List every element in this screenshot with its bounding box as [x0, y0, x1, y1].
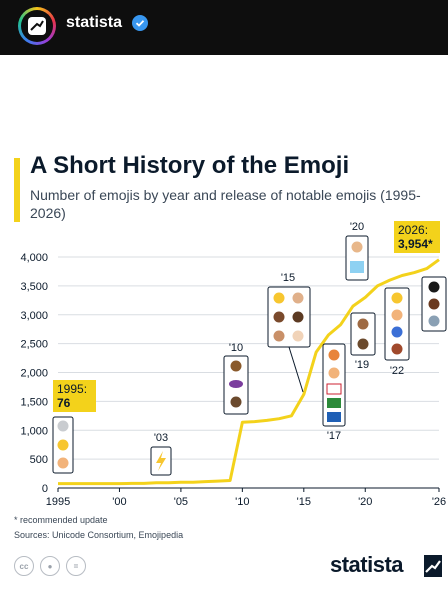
- release-label: '17: [327, 430, 341, 442]
- chart-subtitle: Number of emojis by year and release of …: [30, 187, 421, 221]
- high-voltage-emoji-icon: [156, 451, 166, 471]
- chart-title: A Short History of the Emoji: [30, 152, 350, 179]
- bigfoot-emoji-icon: [428, 298, 440, 310]
- release-label: '19: [355, 359, 369, 371]
- emoji-line-chart: 0 500 1,000 1,500 2,000 2,500 3,000 3,500 4,000 1…: [20, 221, 447, 508]
- emoji-group-2026: [421, 276, 447, 332]
- callout-pointer: [288, 346, 304, 393]
- y-tick-label: 2,000: [20, 368, 48, 380]
- start-callout-value: 76: [57, 396, 71, 410]
- source-note: Sources: Unicode Consortium, Emojipedia: [14, 530, 184, 540]
- release-label: '22: [390, 365, 404, 377]
- thumbs-up-emoji-icon: [273, 311, 285, 323]
- account-name[interactable]: statista: [66, 14, 123, 31]
- y-tick-label: 500: [30, 454, 48, 466]
- emoji-count-line: [58, 258, 440, 486]
- emoji-group-2019: [350, 312, 376, 356]
- start-callout-year: 1995:: [57, 382, 87, 396]
- pile-of-poo-emoji-icon: [230, 360, 242, 372]
- brand-logo[interactable]: statista: [330, 552, 404, 577]
- smiley-emoji-icon: [57, 439, 69, 451]
- start-callout: 1995:76: [53, 380, 96, 412]
- landslide-emoji-icon: [428, 315, 440, 327]
- app-header: statista: [0, 0, 448, 55]
- statista-brand-mark-icon: [424, 555, 442, 577]
- statista-logo-icon: [28, 17, 46, 35]
- x-tick-label: '15: [297, 496, 311, 508]
- end-callout-year: 2026:: [398, 223, 428, 237]
- equals-icon[interactable]: =: [66, 556, 86, 576]
- emoji-group-1995: [52, 416, 74, 474]
- thumbs-up-emoji-icon: [273, 292, 285, 304]
- thumbs-up-emoji-icon: [273, 330, 285, 342]
- england-flag-emoji-icon: [326, 383, 342, 395]
- orca-emoji-icon: [428, 281, 440, 293]
- couple-emoji-icon: [230, 396, 242, 408]
- y-tick-label: 1,000: [20, 425, 48, 437]
- start-callout-box: [53, 380, 96, 412]
- thumbs-up-emoji-icon: [292, 311, 304, 323]
- end-callout: 2026:3,954*: [394, 221, 440, 253]
- release-label: '15: [281, 272, 295, 284]
- y-tick-label: 3,500: [20, 281, 48, 293]
- transgender-flag-emoji-icon: [350, 261, 364, 273]
- scotland-flag-emoji-icon: [327, 412, 341, 422]
- interracial-couple-emoji-icon: [357, 318, 369, 330]
- emoji-callout-box: [384, 287, 410, 361]
- by-icon[interactable]: ●: [40, 556, 60, 576]
- footnote: * recommended update: [14, 515, 108, 525]
- person-emoji-icon: [351, 241, 363, 253]
- x-tick-label: '00: [112, 496, 126, 508]
- peace-hand-emoji-icon: [57, 457, 69, 469]
- emoji-group-2022: [384, 287, 410, 361]
- title-accent-bar: [14, 158, 20, 222]
- y-tick-label: 4,000: [20, 252, 48, 264]
- x-tick-label: '20: [358, 496, 372, 508]
- release-label: '10: [229, 342, 243, 354]
- emoji-callout-box: [350, 312, 376, 356]
- x-tick-label: '05: [174, 496, 188, 508]
- emoji-group-2010: [223, 355, 249, 415]
- release-label: '03: [154, 432, 168, 444]
- cc-icon[interactable]: cc: [14, 556, 34, 576]
- x-tick-label: '26: [432, 496, 446, 508]
- avatar-inner-ring: [21, 10, 53, 42]
- eggplant-emoji-icon: [229, 380, 243, 388]
- thumbs-up-emoji-icon: [292, 292, 304, 304]
- wales-flag-emoji-icon: [327, 398, 341, 408]
- y-tick-label: 0: [42, 483, 48, 495]
- emoji-group-2003: [150, 446, 172, 476]
- hamsa-emoji-icon: [391, 326, 403, 338]
- emoji-group-2020: [345, 235, 369, 281]
- red-haired-person-emoji-icon: [328, 349, 340, 361]
- y-tick-label: 1,500: [20, 396, 48, 408]
- end-callout-box: [394, 221, 440, 253]
- x-tick-label: '10: [235, 496, 249, 508]
- verified-badge-icon: [132, 15, 148, 31]
- skull-emoji-icon: [57, 420, 69, 432]
- beans-emoji-icon: [391, 343, 403, 355]
- holding-hands-emoji-icon: [357, 338, 369, 350]
- emoji-group-2015: [267, 286, 311, 348]
- person-emoji-icon: [328, 367, 340, 379]
- saluting-face-emoji-icon: [391, 292, 403, 304]
- y-tick-label: 3,000: [20, 310, 48, 322]
- thumbs-up-emoji-icon: [292, 330, 304, 342]
- release-label: '20: [350, 221, 364, 233]
- y-tick-label: 2,500: [20, 339, 48, 351]
- x-tick-label: 1995: [46, 496, 70, 508]
- avatar[interactable]: [18, 7, 56, 45]
- end-callout-value: 3,954*: [398, 237, 433, 251]
- heart-hands-emoji-icon: [391, 309, 403, 321]
- emoji-group-2017: [322, 343, 346, 427]
